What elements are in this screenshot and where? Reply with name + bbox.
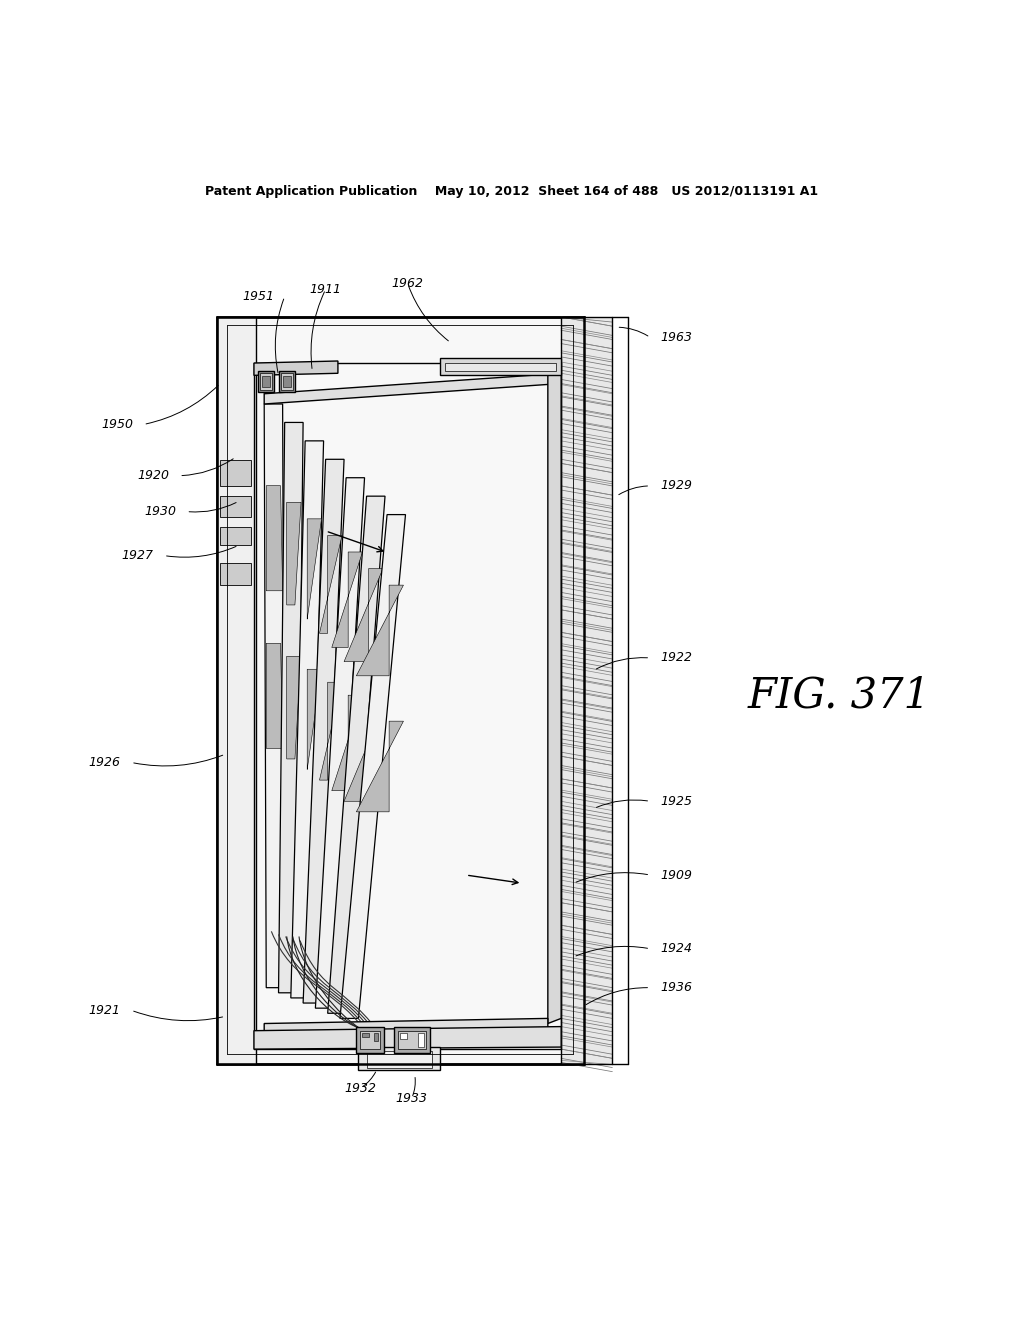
Text: FIG. 371: FIG. 371 [749,675,931,717]
Polygon shape [319,682,342,780]
Text: 1911: 1911 [309,282,342,296]
Polygon shape [258,371,274,392]
Polygon shape [356,585,403,676]
Polygon shape [374,1032,378,1041]
Text: 1933: 1933 [395,1092,428,1105]
Polygon shape [332,696,362,791]
Polygon shape [266,643,283,748]
Polygon shape [279,422,303,993]
Text: 1930: 1930 [144,506,176,517]
Polygon shape [612,317,628,1064]
Polygon shape [315,478,365,1008]
Polygon shape [264,374,561,404]
Polygon shape [394,1027,430,1053]
Polygon shape [328,496,385,1014]
Text: 1921: 1921 [89,1003,121,1016]
Text: 1929: 1929 [660,479,692,492]
Polygon shape [561,317,612,1064]
Polygon shape [398,1031,426,1049]
Polygon shape [332,552,362,648]
Text: 1962: 1962 [391,277,424,289]
Polygon shape [260,374,272,389]
Polygon shape [418,1032,424,1047]
Polygon shape [287,503,301,605]
Polygon shape [220,461,251,486]
Polygon shape [400,1032,407,1039]
Text: 1925: 1925 [660,795,692,808]
Polygon shape [360,1031,380,1049]
Text: 1926: 1926 [89,756,121,768]
Polygon shape [254,360,338,375]
Polygon shape [307,669,322,770]
Polygon shape [279,371,295,392]
Text: 1932: 1932 [344,1081,377,1094]
Text: 1950: 1950 [101,418,133,430]
Text: 1922: 1922 [660,652,692,664]
Polygon shape [291,441,324,998]
Text: 1909: 1909 [660,869,692,882]
Polygon shape [344,708,383,801]
Polygon shape [220,527,251,545]
Polygon shape [340,515,406,1019]
Polygon shape [281,374,293,389]
Polygon shape [358,1047,440,1069]
Polygon shape [356,721,403,812]
Text: 1927: 1927 [122,549,154,562]
Polygon shape [548,374,561,1023]
Polygon shape [220,496,251,516]
Text: 1936: 1936 [660,981,692,994]
Polygon shape [445,363,556,371]
Polygon shape [217,317,256,1064]
Polygon shape [440,358,561,375]
Text: 1951: 1951 [243,290,274,304]
Text: Patent Application Publication    May 10, 2012  Sheet 164 of 488   US 2012/01131: Patent Application Publication May 10, 2… [206,185,818,198]
Polygon shape [264,404,285,987]
Polygon shape [217,317,584,1064]
Polygon shape [356,1027,384,1053]
Polygon shape [344,569,383,661]
Polygon shape [264,1019,548,1034]
Text: 1920: 1920 [137,469,169,482]
Polygon shape [262,376,270,387]
Polygon shape [367,1051,432,1068]
Polygon shape [287,656,301,759]
Polygon shape [220,562,251,585]
Polygon shape [266,486,283,591]
Polygon shape [254,1027,561,1049]
Polygon shape [362,1032,369,1036]
Polygon shape [307,519,322,619]
Text: 1924: 1924 [660,942,692,956]
Text: 1963: 1963 [660,331,692,345]
Polygon shape [319,536,342,634]
Polygon shape [303,459,344,1003]
Polygon shape [283,376,291,387]
